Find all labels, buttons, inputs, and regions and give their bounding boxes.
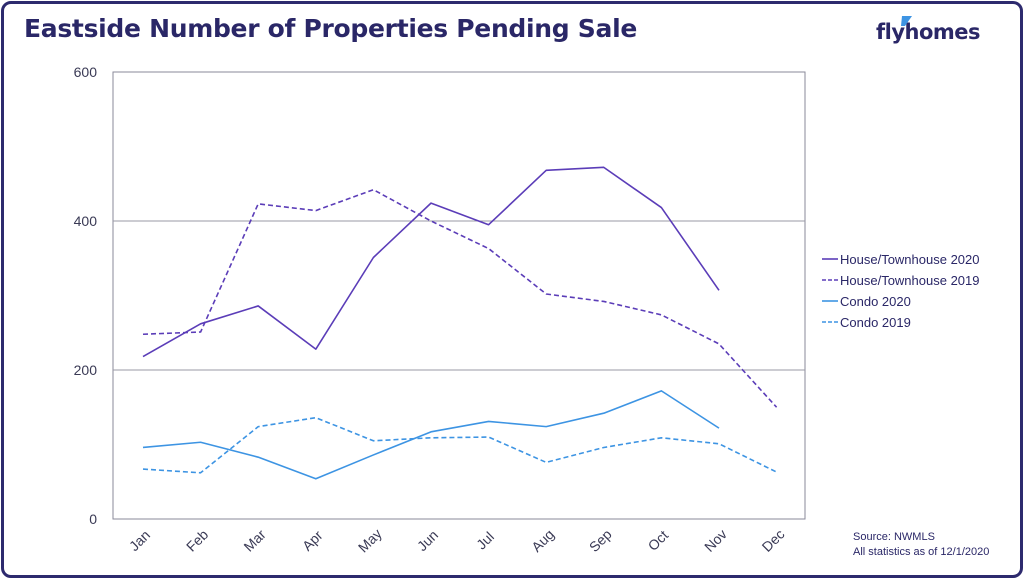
x-tick-label: Aug [528,526,557,555]
legend-label: Condo 2020 [840,294,911,309]
x-tick-label: Feb [183,526,212,555]
x-tick-label: Oct [645,527,672,554]
x-tick-label: Mar [240,526,269,555]
x-tick-label: Dec [759,526,788,555]
x-tick-label: Sep [586,526,615,555]
source-note: Source: NWMLS All statistics as of 12/1/… [853,530,989,560]
series-line [142,166,720,358]
series-line [142,390,720,480]
y-tick-label: 600 [74,64,98,80]
y-tick-label: 200 [74,362,98,378]
legend-label: Condo 2019 [840,315,911,330]
x-tick-label: Jul [473,528,497,552]
legend-label: House/Townhouse 2019 [840,273,980,288]
y-tick-label: 400 [74,213,98,229]
x-tick-label: Jan [126,527,153,554]
statistics-date-line: All statistics as of 12/1/2020 [853,546,990,558]
legend-label: House/Townhouse 2020 [840,252,980,267]
plot-area [112,71,806,520]
series-line [142,188,778,408]
brand-name: flyhomes [876,20,981,44]
flyhomes-logo-icon [901,16,912,26]
source-line: Source: NWMLS [853,531,935,543]
x-tick-label: Apr [299,527,326,554]
y-tick-label: 0 [89,511,97,527]
x-tick-label: Nov [701,526,730,555]
x-tick-label: Jun [414,527,441,554]
chart-title: Eastside Number of Properties Pending Sa… [24,14,637,43]
x-tick-label: May [355,525,385,555]
series-line [142,416,777,474]
